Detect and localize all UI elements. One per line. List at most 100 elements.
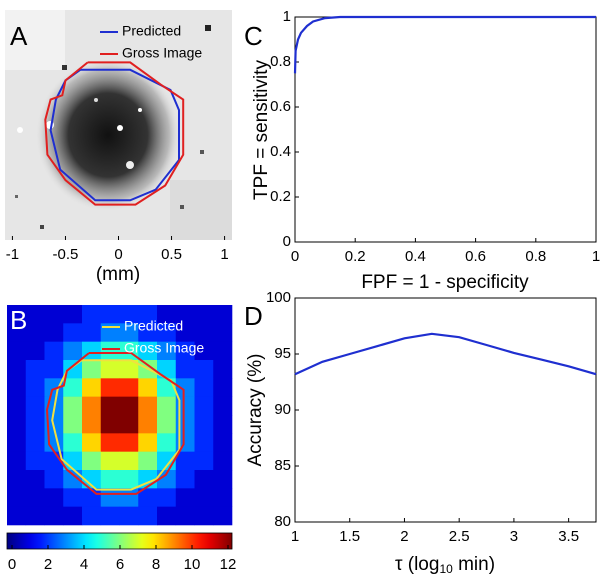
heatmap-cell <box>213 488 233 507</box>
heatmap-cell <box>82 360 102 379</box>
y-axis-label: TPF = sensitivity <box>251 60 272 200</box>
heatmap-cell <box>119 305 139 324</box>
heatmap-cell <box>157 415 177 434</box>
panel-label: C <box>244 21 263 51</box>
heatmap-cell <box>138 378 158 397</box>
heatmap-cell <box>194 305 214 324</box>
heatmap-cell <box>175 323 195 342</box>
heatmap-cell <box>175 396 195 416</box>
x-tick-label: 1 <box>220 246 228 263</box>
heatmap-cell <box>82 451 102 471</box>
heatmap-cell <box>100 488 120 507</box>
heatmap-cell <box>119 378 139 397</box>
heatmap-cell <box>119 470 139 489</box>
x-axis-label: τ (log10 min) <box>395 554 495 576</box>
x-tick-label: 0.6 <box>465 248 486 265</box>
x-tick-label: 0 <box>114 246 122 263</box>
heatmap-cell <box>119 415 139 434</box>
heatmap-cell <box>63 305 83 324</box>
heatmap-cell <box>213 305 233 324</box>
heatmap-cell <box>194 470 214 489</box>
x-tick-label: 0.8 <box>525 248 546 265</box>
heatmap-cell <box>25 470 45 489</box>
heatmap-cell <box>194 433 214 452</box>
label-part: min) <box>453 554 495 575</box>
panel-label: A <box>10 21 28 51</box>
heatmap-cell <box>7 323 27 342</box>
x-tick-label: 0.5 <box>161 246 182 263</box>
heatmap-cell <box>100 451 120 471</box>
heatmap-cell <box>44 323 64 342</box>
heatmap-cell <box>100 415 120 434</box>
label-part: τ (log <box>395 554 439 575</box>
heatmap-cell <box>7 433 27 452</box>
heatmap-cell <box>194 341 214 361</box>
legend-label: Gross Image <box>124 340 204 356</box>
x-tick-label: 3.5 <box>558 528 579 545</box>
heatmap-cell <box>157 341 177 361</box>
heatmap-cell <box>7 451 27 471</box>
heatmap-cell <box>138 305 158 324</box>
legend-label: Predicted <box>124 318 183 334</box>
heatmap-cell <box>194 378 214 397</box>
y-tick-label: 85 <box>274 457 291 474</box>
heatmap-cell <box>119 506 139 526</box>
heatmap-cell <box>63 415 83 434</box>
heatmap-cell <box>100 396 120 416</box>
x-tick-label: 1.5 <box>339 528 360 545</box>
axes-frame <box>294 16 597 243</box>
heatmap-cell <box>63 360 83 379</box>
x-tick-label: 3 <box>510 528 518 545</box>
heatmap-cell <box>157 506 177 526</box>
heatmap-cell <box>194 323 214 342</box>
heatmap-cell <box>157 433 177 452</box>
heatmap-cell <box>82 506 102 526</box>
heatmap-cell <box>25 451 45 471</box>
axes-frame <box>294 297 597 523</box>
y-tick-label: 95 <box>274 345 291 362</box>
heatmap-cell <box>25 378 45 397</box>
heatmap-cell <box>100 305 120 324</box>
heatmap-cell <box>119 360 139 379</box>
heatmap-cell <box>100 470 120 489</box>
heatmap-cell <box>7 360 27 379</box>
x-tick-label: -0.5 <box>53 246 79 263</box>
label-subscript: 10 <box>439 562 453 576</box>
heatmap-cell <box>7 396 27 416</box>
heatmap-cell <box>194 360 214 379</box>
heatmap-cell <box>7 378 27 397</box>
heatmap-cell <box>175 470 195 489</box>
heatmap-cell <box>25 488 45 507</box>
heatmap-cell <box>25 415 45 434</box>
heatmap-cell <box>175 378 195 397</box>
heatmap-cell <box>194 506 214 526</box>
heatmap-cell <box>82 323 102 342</box>
heatmap-cell <box>138 396 158 416</box>
heatmap-cell <box>157 488 177 507</box>
heatmap-cell <box>82 396 102 416</box>
y-tick-label: 100 <box>266 289 291 306</box>
y-tick-label: 0.8 <box>270 53 291 70</box>
heatmap-cell <box>119 451 139 471</box>
heatmap-cell <box>82 470 102 489</box>
tissue-image <box>5 10 232 240</box>
legend-label: Predicted <box>122 23 181 39</box>
heatmap-cell <box>82 433 102 452</box>
heatmap-cell <box>213 451 233 471</box>
heatmap-cell <box>175 305 195 324</box>
heatmap-cell <box>213 360 233 379</box>
heatmap-cell <box>157 470 177 489</box>
heatmap-cell <box>138 451 158 471</box>
heatmap-cell <box>175 451 195 471</box>
y-tick-label: 1 <box>283 8 291 25</box>
contour <box>44 61 185 206</box>
x-tick-label: 1 <box>592 248 600 265</box>
x-axis-label: (mm) <box>96 264 140 285</box>
heatmap-cell <box>138 433 158 452</box>
heatmap-cell <box>138 415 158 434</box>
heatmap-cell <box>44 378 64 397</box>
panel-label: B <box>10 305 27 335</box>
heatmap-cell <box>213 415 233 434</box>
colorbar-tick-label: 10 <box>184 556 201 573</box>
